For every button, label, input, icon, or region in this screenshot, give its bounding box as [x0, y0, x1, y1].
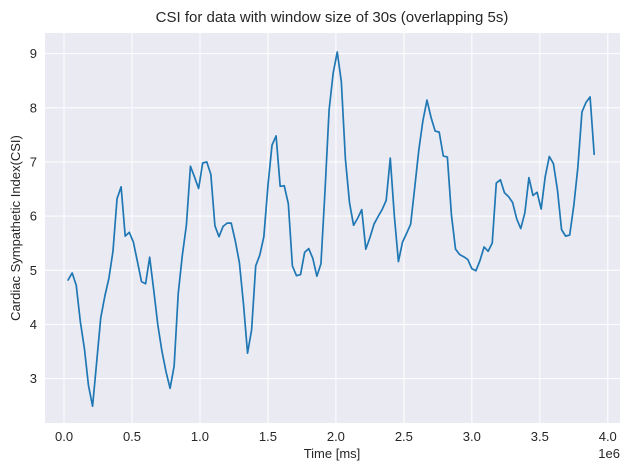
chart-title: CSI for data with window size of 30s (ov… [156, 9, 509, 26]
x-tick-label: 0.0 [55, 429, 73, 444]
x-axis-label: Time [ms] [304, 446, 361, 461]
y-tick-label: 6 [30, 209, 37, 224]
x-axis-ticks: 0.0 0.5 1.0 1.5 2.0 2.5 3.0 3.5 4.0 [55, 429, 617, 444]
y-tick-label: 5 [30, 263, 37, 278]
x-tick-label: 4.0 [599, 429, 617, 444]
x-tick-label: 0.5 [123, 429, 141, 444]
x-tick-label: 3.0 [463, 429, 481, 444]
y-tick-label: 9 [30, 46, 37, 61]
y-axis-ticks: 3 4 5 6 7 8 9 [30, 46, 37, 386]
y-tick-label: 3 [30, 371, 37, 386]
x-tick-label: 1.0 [191, 429, 209, 444]
csi-series-line [67, 51, 596, 408]
y-axis-label: Cardiac Sympathetic Index(CSI) [8, 135, 23, 321]
x-axis-offset-label: 1e6 [598, 446, 620, 461]
x-tick-label: 2.5 [395, 429, 413, 444]
y-tick-label: 7 [30, 154, 37, 169]
x-tick-label: 1.5 [259, 429, 277, 444]
plot-area-background [45, 33, 620, 423]
x-tick-label: 3.5 [531, 429, 549, 444]
y-tick-label: 8 [30, 100, 37, 115]
y-tick-label: 4 [30, 317, 37, 332]
x-tick-label: 2.0 [327, 429, 345, 444]
